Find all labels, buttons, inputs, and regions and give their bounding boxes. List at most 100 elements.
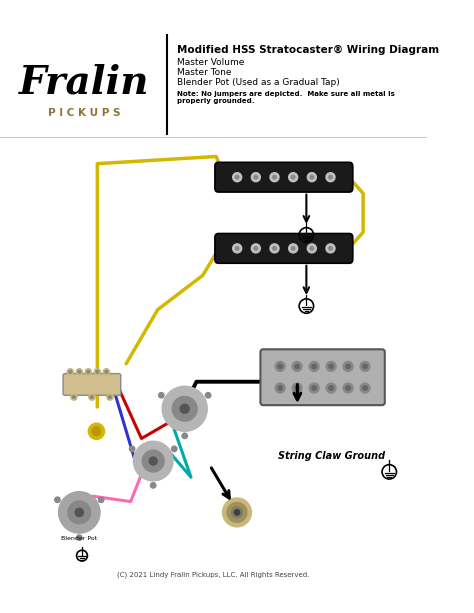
Circle shape — [71, 394, 77, 400]
Circle shape — [329, 386, 333, 390]
Text: Blender Pot: Blender Pot — [61, 536, 97, 541]
Circle shape — [107, 394, 113, 400]
Circle shape — [307, 244, 316, 253]
Circle shape — [149, 457, 157, 465]
Circle shape — [326, 244, 335, 253]
Circle shape — [77, 535, 82, 540]
Circle shape — [312, 364, 316, 368]
Circle shape — [289, 244, 298, 253]
Text: Fralin: Fralin — [18, 64, 149, 102]
Circle shape — [343, 362, 353, 371]
Circle shape — [236, 246, 239, 250]
Circle shape — [254, 175, 258, 179]
Circle shape — [150, 482, 156, 488]
Circle shape — [292, 362, 302, 371]
Circle shape — [343, 383, 353, 393]
Circle shape — [88, 423, 105, 440]
Circle shape — [236, 175, 239, 179]
Circle shape — [73, 396, 75, 398]
Circle shape — [159, 392, 164, 398]
Text: Master Volume: Master Volume — [177, 58, 244, 67]
FancyBboxPatch shape — [260, 349, 385, 405]
Circle shape — [360, 362, 370, 371]
Circle shape — [329, 364, 333, 368]
Circle shape — [105, 370, 108, 373]
Circle shape — [363, 386, 367, 390]
Circle shape — [85, 368, 91, 375]
Text: (C) 2021 Lindy Fralin Pickups, LLC. All Rights Reserved.: (C) 2021 Lindy Fralin Pickups, LLC. All … — [118, 572, 310, 578]
Circle shape — [273, 175, 276, 179]
Circle shape — [270, 244, 279, 253]
FancyBboxPatch shape — [215, 234, 353, 263]
Circle shape — [295, 386, 300, 390]
Text: P I C K U P S: P I C K U P S — [47, 109, 120, 118]
Circle shape — [312, 386, 316, 390]
Circle shape — [254, 246, 258, 250]
FancyBboxPatch shape — [63, 374, 121, 395]
Circle shape — [251, 173, 260, 181]
Circle shape — [78, 370, 81, 373]
Circle shape — [346, 364, 350, 368]
Circle shape — [205, 392, 211, 398]
Circle shape — [326, 173, 335, 181]
Circle shape — [363, 364, 367, 368]
Circle shape — [75, 508, 83, 517]
Circle shape — [273, 246, 276, 250]
Circle shape — [309, 362, 319, 371]
Circle shape — [309, 383, 319, 393]
Circle shape — [328, 175, 332, 179]
Circle shape — [133, 441, 173, 481]
Circle shape — [270, 173, 279, 181]
Circle shape — [69, 370, 72, 373]
Circle shape — [55, 497, 60, 503]
Circle shape — [67, 368, 73, 375]
Circle shape — [76, 368, 82, 375]
Circle shape — [223, 498, 251, 527]
Text: Modified HSS Stratocaster® Wiring Diagram: Modified HSS Stratocaster® Wiring Diagra… — [177, 45, 439, 55]
Circle shape — [346, 386, 350, 390]
Text: Note: No jumpers are depicted.  Make sure all metal is
properly grounded.: Note: No jumpers are depicted. Make sure… — [177, 91, 394, 104]
Circle shape — [360, 383, 370, 393]
Circle shape — [68, 501, 91, 524]
Text: Blender Pot (Used as a Gradual Tap): Blender Pot (Used as a Gradual Tap) — [177, 78, 339, 87]
FancyBboxPatch shape — [215, 162, 353, 192]
Circle shape — [96, 370, 99, 373]
Circle shape — [307, 173, 316, 181]
Text: String Claw Ground: String Claw Ground — [278, 451, 385, 460]
Circle shape — [234, 509, 240, 515]
Text: Master Tone: Master Tone — [177, 68, 231, 77]
Circle shape — [289, 173, 298, 181]
Circle shape — [310, 246, 314, 250]
Circle shape — [173, 397, 197, 421]
Circle shape — [109, 396, 111, 398]
Circle shape — [180, 404, 189, 413]
Circle shape — [87, 370, 90, 373]
Circle shape — [233, 244, 242, 253]
Circle shape — [278, 386, 283, 390]
Circle shape — [292, 246, 295, 250]
Circle shape — [310, 175, 314, 179]
Circle shape — [278, 364, 283, 368]
Circle shape — [182, 433, 187, 438]
Circle shape — [292, 383, 302, 393]
Circle shape — [251, 244, 260, 253]
Circle shape — [99, 497, 104, 503]
Circle shape — [59, 492, 100, 533]
Circle shape — [275, 362, 285, 371]
Circle shape — [233, 173, 242, 181]
Circle shape — [89, 394, 95, 400]
Circle shape — [162, 386, 207, 432]
Circle shape — [326, 383, 336, 393]
Circle shape — [103, 368, 109, 375]
Circle shape — [227, 503, 247, 522]
Circle shape — [292, 175, 295, 179]
Circle shape — [92, 427, 101, 436]
Circle shape — [91, 396, 93, 398]
Circle shape — [328, 246, 332, 250]
Circle shape — [275, 383, 285, 393]
Circle shape — [232, 507, 242, 518]
Circle shape — [326, 362, 336, 371]
Circle shape — [94, 368, 100, 375]
Circle shape — [295, 364, 300, 368]
Circle shape — [142, 450, 164, 472]
